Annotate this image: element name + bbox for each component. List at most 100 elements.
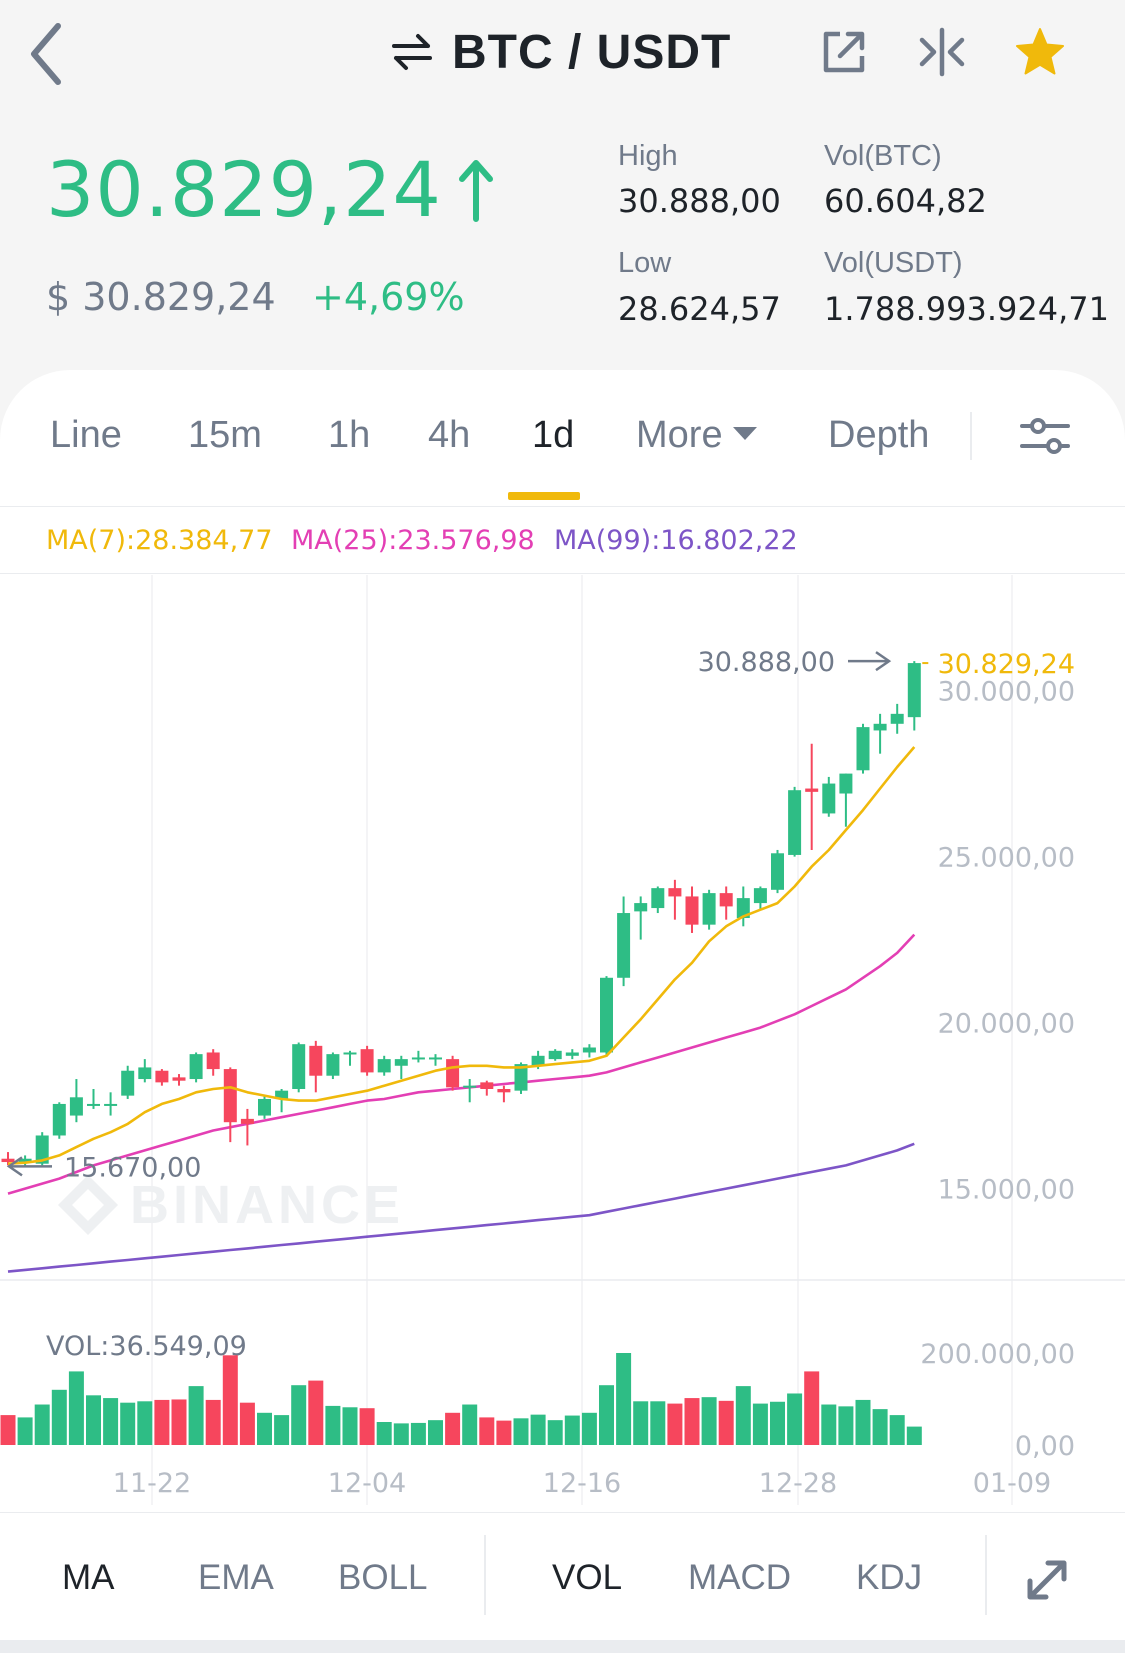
volume-label: VOL:36.549,09 bbox=[46, 1331, 247, 1362]
candle-body bbox=[172, 1077, 186, 1081]
pair-name: BTC / USDT bbox=[452, 25, 732, 79]
ma25-value: MA(25):23.576,98 bbox=[291, 525, 535, 556]
indicator-ema[interactable]: EMA bbox=[198, 1558, 274, 1597]
candle-body bbox=[531, 1055, 545, 1066]
volume-bar bbox=[171, 1399, 187, 1445]
volume-bar bbox=[188, 1386, 204, 1445]
indicator-kdj[interactable]: KDJ bbox=[856, 1558, 923, 1597]
tab-15m[interactable]: 15m bbox=[188, 414, 262, 456]
max-price-label: 30.888,00 bbox=[698, 647, 835, 678]
candle-body bbox=[771, 853, 784, 890]
tab-more-label: More bbox=[636, 414, 723, 456]
ma99-line bbox=[7, 1142, 915, 1273]
candle-body bbox=[463, 1085, 477, 1088]
chevron-left-icon[interactable] bbox=[22, 18, 72, 88]
volume-bar bbox=[906, 1426, 922, 1445]
caret-down-icon bbox=[732, 427, 757, 441]
volume-y-tick-label: 200.000,00 bbox=[920, 1339, 1075, 1370]
volume-bar bbox=[787, 1393, 803, 1445]
sliders-icon[interactable] bbox=[1018, 412, 1072, 460]
indicator-macd[interactable]: MACD bbox=[688, 1558, 792, 1597]
active-tab-indicator bbox=[508, 492, 580, 500]
candle-body bbox=[292, 1044, 306, 1089]
candlestick-chart[interactable]: BINANCE 30.000,00 25.000,00 20.000,00 15.000… bbox=[0, 575, 1125, 1512]
ma7-line bbox=[7, 746, 916, 1165]
binance-watermark bbox=[58, 1175, 118, 1235]
pair-selector[interactable]: BTC / USDT bbox=[390, 22, 731, 82]
low-value: 28.624,57 bbox=[618, 290, 781, 328]
candle-body bbox=[258, 1098, 271, 1116]
tab-1d[interactable]: 1d bbox=[532, 414, 575, 456]
volume-bar bbox=[701, 1397, 717, 1445]
volume-bar bbox=[257, 1412, 272, 1445]
tab-1h[interactable]: 1h bbox=[328, 414, 371, 456]
vol-base-label: Vol(BTC) bbox=[824, 140, 942, 172]
vol-base-value: 60.604,82 bbox=[824, 182, 987, 220]
high-value: 30.888,00 bbox=[618, 182, 781, 220]
volume-bar bbox=[650, 1401, 666, 1445]
volume-bar bbox=[770, 1401, 785, 1445]
home-indicator-strip bbox=[0, 1640, 1125, 1653]
external-link-icon[interactable] bbox=[818, 26, 870, 78]
tab-more[interactable]: More bbox=[636, 414, 757, 457]
volume-bar bbox=[496, 1420, 512, 1445]
fiat-price: $ 30.829,24 bbox=[46, 275, 276, 319]
last-price-value: 30.829,24 bbox=[46, 145, 442, 234]
volume-bar bbox=[804, 1371, 820, 1445]
y-tick-label: 30.000,00 bbox=[938, 677, 1075, 708]
volume-bar bbox=[872, 1409, 888, 1445]
candle-body bbox=[685, 896, 699, 925]
volume-bar bbox=[428, 1420, 443, 1445]
candle-body bbox=[121, 1070, 135, 1096]
y-tick-label: 25.000,00 bbox=[938, 843, 1075, 874]
swap-arrows-icon bbox=[392, 34, 432, 70]
indicator-boll[interactable]: BOLL bbox=[338, 1558, 428, 1597]
indicator-ma[interactable]: MA bbox=[62, 1558, 115, 1597]
candle-body bbox=[275, 1090, 289, 1099]
ma7-value: MA(7):28.384,77 bbox=[46, 525, 273, 556]
volume-bar bbox=[684, 1398, 700, 1445]
candle-body bbox=[240, 1118, 254, 1124]
candle-body bbox=[634, 903, 648, 912]
candle-body bbox=[753, 888, 767, 904]
volume-bar bbox=[137, 1401, 153, 1445]
volume-bar bbox=[855, 1399, 871, 1445]
volume-bar bbox=[120, 1402, 136, 1445]
volume-bar bbox=[410, 1422, 426, 1445]
x-tick-label: 11-22 bbox=[113, 1468, 191, 1499]
candle-body bbox=[309, 1045, 323, 1076]
candle-body bbox=[873, 723, 887, 731]
split-compare-icon[interactable] bbox=[916, 26, 968, 78]
volume-bar bbox=[239, 1402, 255, 1445]
volume-bar bbox=[838, 1406, 854, 1445]
x-tick-label: 12-16 bbox=[543, 1468, 621, 1499]
indicator-bar bbox=[0, 1512, 1125, 1653]
low-label: Low bbox=[618, 247, 672, 279]
volume-bar bbox=[479, 1417, 495, 1445]
tab-line[interactable]: Line bbox=[50, 414, 122, 456]
expand-arrows-icon[interactable] bbox=[1022, 1555, 1072, 1605]
candle-body bbox=[206, 1052, 220, 1070]
ma-legend: MA(7):28.384,77 MA(25):23.576,98 MA(99):… bbox=[0, 506, 1125, 574]
candle-body bbox=[719, 893, 733, 907]
candle-body bbox=[69, 1097, 83, 1116]
last-price: 30.829,24 bbox=[46, 145, 496, 234]
volume-bar bbox=[342, 1407, 358, 1445]
volume-bar bbox=[0, 1415, 16, 1445]
candle-body bbox=[104, 1103, 118, 1106]
volume-bar bbox=[633, 1401, 649, 1445]
ma25-line bbox=[7, 933, 916, 1195]
candle-body bbox=[617, 913, 631, 978]
candle-body bbox=[326, 1054, 340, 1076]
volume-bar bbox=[154, 1399, 170, 1445]
vol-quote-label: Vol(USDT) bbox=[824, 247, 963, 279]
candle-body bbox=[138, 1067, 152, 1080]
indicator-vol[interactable]: VOL bbox=[552, 1558, 623, 1597]
tab-depth[interactable]: Depth bbox=[828, 414, 930, 456]
volume-bar bbox=[513, 1418, 529, 1445]
volume-bar bbox=[667, 1403, 683, 1445]
star-icon[interactable] bbox=[1014, 26, 1066, 78]
candle-body bbox=[35, 1135, 49, 1164]
volume-bar bbox=[821, 1404, 837, 1445]
tab-4h[interactable]: 4h bbox=[428, 414, 471, 456]
